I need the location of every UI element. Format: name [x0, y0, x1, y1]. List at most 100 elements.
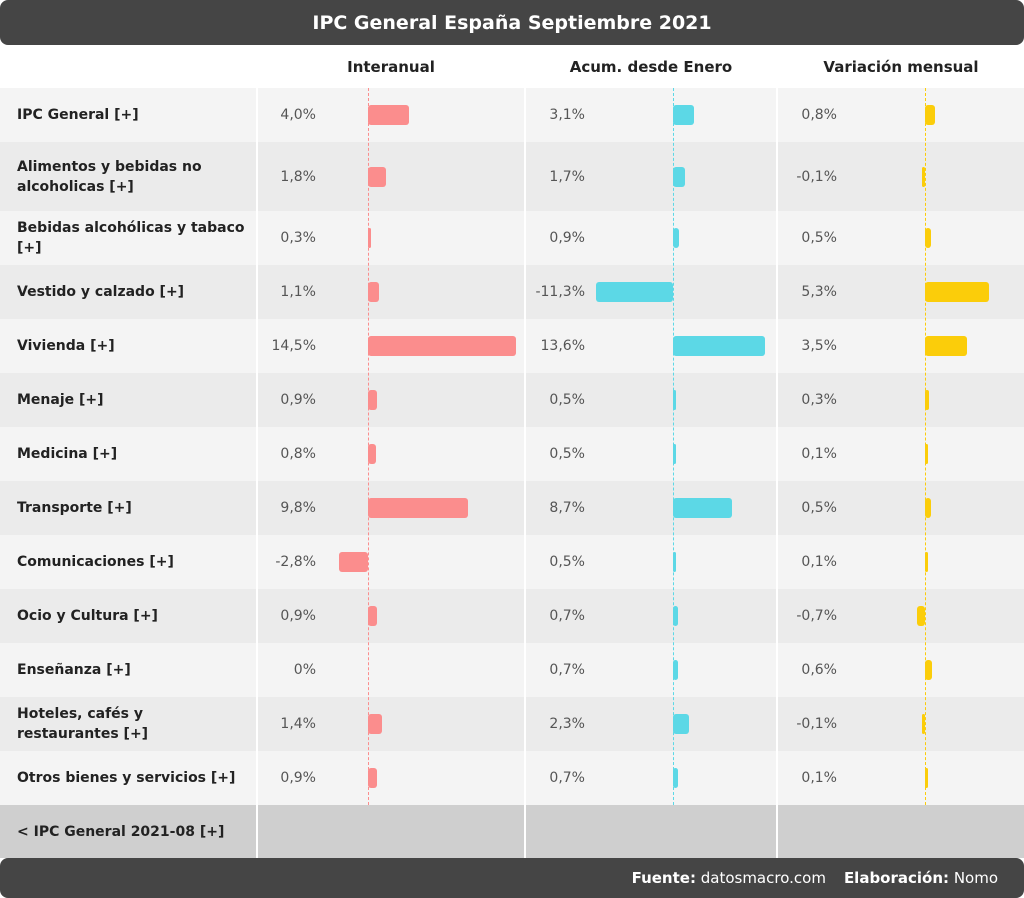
mensual-value-label: 0,5% [801, 230, 837, 246]
mensual-value-label: 0,1% [801, 770, 837, 786]
chart-title: IPC General España Septiembre 2021 [0, 0, 1024, 45]
acumulado-bar [673, 105, 695, 125]
acumulado-bar [673, 228, 680, 248]
mensual-bar [925, 282, 989, 302]
category-label[interactable]: Vivienda [+] [17, 338, 115, 354]
column-header-mensual: Variación mensual [823, 58, 979, 76]
interanual-value-label: 1,4% [280, 716, 316, 732]
category-label[interactable]: Menaje [+] [17, 392, 104, 408]
interanual-value-label: -2,8% [275, 554, 316, 570]
previous-period-link[interactable]: < IPC General 2021-08 [+] [17, 823, 225, 840]
mensual-bar [925, 105, 935, 125]
mensual-bar [925, 390, 929, 410]
category-label[interactable]: Medicina [+] [17, 446, 118, 462]
interanual-value-label: 14,5% [271, 338, 316, 354]
mensual-bar [922, 166, 925, 187]
mensual-zero-line [925, 88, 926, 805]
category-label[interactable]: Vestido y calzado [+] [17, 284, 185, 300]
mensual-bar [925, 660, 933, 680]
source-label: Fuente: [631, 869, 696, 887]
acumulado-value-label: 0,5% [549, 446, 585, 462]
mensual-bar [925, 336, 967, 356]
interanual-bar [368, 498, 468, 518]
mensual-value-label: 0,3% [801, 392, 837, 408]
interanual-value-label: 0,9% [280, 770, 316, 786]
category-label[interactable]: Transporte [+] [17, 500, 132, 516]
category-label[interactable]: Hoteles, cafés y restaurantes [+] [17, 706, 149, 742]
acumulado-bar [673, 552, 677, 572]
interanual-bar [368, 282, 380, 302]
interanual-value-label: 0,9% [280, 608, 316, 624]
acumulado-value-label: -11,3% [535, 284, 585, 300]
table-row: Enseñanza [+] 0% 0,7% 0,6% [0, 643, 1024, 697]
acumulado-bar [673, 444, 677, 464]
mensual-bar [922, 714, 925, 734]
table-row: Vestido y calzado [+] 1,1% -11,3% 5,3% [0, 265, 1024, 319]
mensual-value-label: 5,3% [801, 284, 837, 300]
interanual-value-label: 0% [293, 662, 316, 678]
acumulado-bar [673, 714, 689, 734]
acumulado-value-label: 0,9% [549, 230, 585, 246]
interanual-bar [368, 336, 516, 356]
mensual-value-label: -0,1% [796, 716, 837, 732]
acumulado-bar [673, 498, 733, 518]
acumulado-bar [673, 768, 678, 788]
acumulado-value-label: 0,7% [549, 662, 585, 678]
interanual-bar [368, 606, 378, 626]
acumulado-bar [673, 336, 766, 356]
mensual-value-label: 3,5% [801, 338, 837, 354]
interanual-value-label: 0,8% [280, 446, 316, 462]
acumulado-value-label: 0,7% [549, 608, 585, 624]
table-row: Vivienda [+] 14,5% 13,6% 3,5% [0, 319, 1024, 373]
credit-label: Elaboración: [843, 869, 950, 887]
mensual-value-label: 0,8% [801, 107, 837, 123]
category-label[interactable]: IPC General [+] [17, 107, 139, 123]
acumulado-value-label: 1,7% [549, 168, 585, 185]
column-header-acumulado: Acum. desde Enero [569, 58, 733, 76]
acumulado-value-label: 3,1% [549, 107, 585, 123]
category-label[interactable]: Otros bienes y servicios [+] [17, 770, 236, 786]
interanual-value-label: 1,8% [280, 168, 316, 185]
interanual-bar [368, 228, 372, 248]
category-label[interactable]: Alimentos y bebidas no alcoholicas [+] [17, 158, 202, 195]
interanual-value-label: 1,1% [280, 284, 316, 300]
interanual-bar [339, 552, 368, 572]
interanual-zero-line [368, 88, 369, 805]
column-header-interanual: Interanual [347, 58, 435, 76]
credit-value: Nomo [953, 869, 998, 887]
column-divider [256, 46, 258, 858]
acumulado-value-label: 13,6% [540, 338, 585, 354]
interanual-value-label: 9,8% [280, 500, 316, 516]
table-row: Alimentos y bebidas no alcoholicas [+] 1,… [0, 142, 1024, 211]
previous-period-row[interactable]: < IPC General 2021-08 [+] [0, 805, 1024, 858]
mensual-bar [916, 606, 925, 626]
interanual-bar [368, 166, 387, 187]
acumulado-value-label: 0,5% [549, 554, 585, 570]
interanual-bar [368, 768, 378, 788]
interanual-bar [368, 714, 383, 734]
column-divider [524, 46, 526, 858]
table-row: Menaje [+] 0,9% 0,5% 0,3% [0, 373, 1024, 427]
table-row: Otros bienes y servicios [+] 0,9% 0,7% 0,1% [0, 751, 1024, 805]
mensual-bar [925, 768, 928, 788]
category-label[interactable]: Ocio y Cultura [+] [17, 608, 158, 624]
category-label[interactable]: Bebidas alcohólicas y tabaco [+] [17, 220, 245, 256]
acumulado-value-label: 8,7% [549, 500, 585, 516]
interanual-bar [368, 105, 409, 125]
table-row: Hoteles, cafés y restaurantes [+] 1,4% 2,3… [0, 697, 1024, 751]
interanual-bar [368, 390, 378, 410]
acumulado-bar [673, 660, 678, 680]
category-label[interactable]: Enseñanza [+] [17, 662, 131, 678]
category-label[interactable]: Comunicaciones [+] [17, 554, 174, 570]
source-value[interactable]: datosmacro.com [700, 869, 826, 887]
column-divider [776, 46, 778, 858]
acumulado-value-label: 0,7% [549, 770, 585, 786]
acumulado-zero-line [673, 88, 674, 805]
acumulado-value-label: 2,3% [549, 716, 585, 732]
table-row: Medicina [+] 0,8% 0,5% 0,1% [0, 427, 1024, 481]
table-row: Comunicaciones [+] -2,8% 0,5% 0,1% [0, 535, 1024, 589]
table-row: Ocio y Cultura [+] 0,9% 0,7% -0,7% [0, 589, 1024, 643]
mensual-bar [925, 444, 928, 464]
table-row: Bebidas alcohólicas y tabaco [+] 0,3% 0,9%… [0, 211, 1024, 265]
mensual-value-label: 0,1% [801, 554, 837, 570]
